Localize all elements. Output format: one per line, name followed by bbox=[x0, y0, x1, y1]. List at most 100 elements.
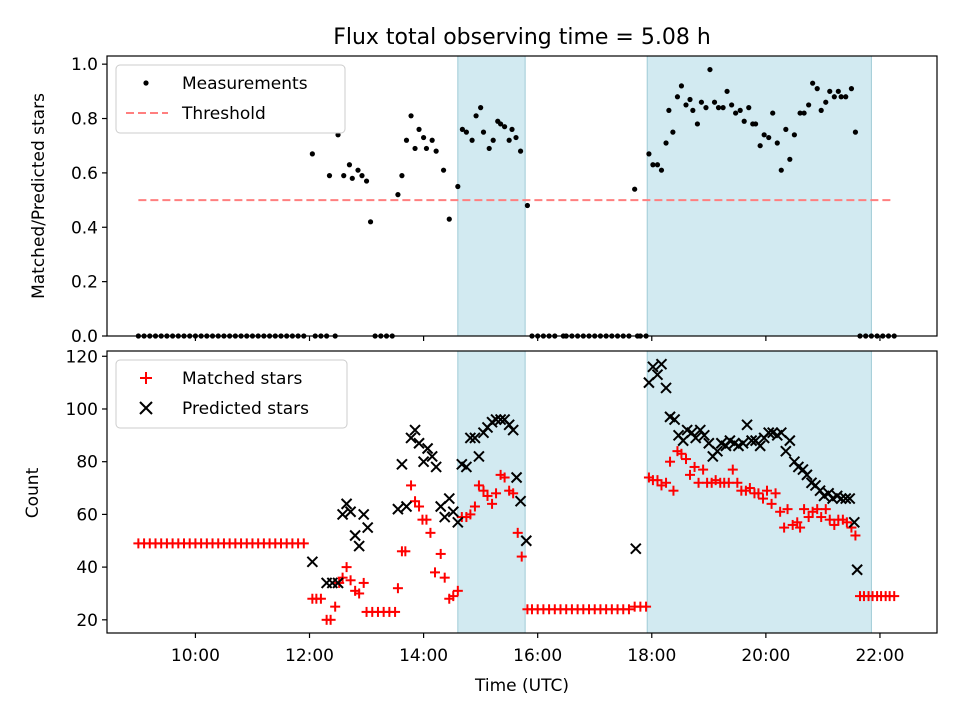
measurement-point bbox=[831, 94, 837, 100]
legend-threshold-label: Threshold bbox=[181, 104, 266, 124]
measurement-point bbox=[774, 140, 780, 146]
matched-point bbox=[298, 538, 309, 549]
predicted-point bbox=[668, 413, 681, 426]
matched-point bbox=[676, 448, 687, 459]
measurement-point bbox=[827, 88, 833, 94]
predicted-point bbox=[520, 535, 532, 547]
legend-matched-marker bbox=[140, 372, 152, 384]
measurement-point bbox=[650, 162, 656, 168]
measurement-point bbox=[761, 132, 767, 138]
matched-point bbox=[469, 501, 480, 512]
measurement-point bbox=[741, 118, 747, 124]
predicted-point bbox=[630, 542, 642, 555]
predicted-point bbox=[417, 455, 430, 468]
measurement-point bbox=[416, 126, 422, 132]
measurement-point bbox=[326, 173, 333, 179]
measurement-point bbox=[473, 113, 479, 119]
bottom-y-ticks: 20 40 60 80 100 120 bbox=[66, 347, 107, 631]
predicted-point bbox=[336, 508, 349, 521]
predicted-point bbox=[844, 492, 856, 505]
top-ytick-label: 0.6 bbox=[71, 164, 98, 184]
measurement-point bbox=[502, 124, 508, 130]
predicted-point bbox=[332, 577, 344, 589]
measurement-point bbox=[349, 175, 355, 181]
measurement-point bbox=[838, 94, 844, 100]
matched-point bbox=[508, 488, 519, 499]
x-axis-label: Time (UTC) bbox=[474, 676, 569, 696]
measurement-point bbox=[729, 102, 735, 108]
measurement-point bbox=[403, 137, 410, 143]
matched-point bbox=[325, 614, 336, 625]
measurement-point bbox=[694, 121, 701, 127]
measurement-point bbox=[486, 145, 492, 152]
predicted-point bbox=[651, 369, 664, 381]
predicted-point bbox=[835, 492, 847, 505]
top-y-ticks: 0.0 0.2 0.4 0.6 0.8 1.0 bbox=[71, 55, 107, 347]
top-ytick-label: 1.0 bbox=[71, 55, 98, 75]
predicted-point bbox=[460, 461, 473, 473]
predicted-point bbox=[392, 503, 404, 515]
matched-point bbox=[829, 519, 840, 530]
measurement-point bbox=[646, 151, 652, 157]
matched-point bbox=[727, 464, 738, 475]
bottom-ytick-label: 100 bbox=[66, 400, 98, 420]
top-panel: 0.0 0.2 0.4 0.6 0.8 1.0 Matched/Predicted sta… bbox=[29, 55, 938, 347]
measurement-point bbox=[335, 132, 341, 138]
legend-measurements-marker bbox=[143, 80, 149, 86]
matched-point bbox=[410, 496, 421, 507]
measurement-point bbox=[810, 80, 816, 86]
predicted-point bbox=[353, 540, 365, 552]
observing-window-0 bbox=[457, 350, 526, 634]
matched-point bbox=[841, 517, 852, 528]
measurement-point bbox=[715, 105, 722, 111]
predicted-point bbox=[405, 432, 417, 444]
measurement-point bbox=[707, 66, 713, 73]
matched-point bbox=[315, 593, 326, 604]
measurement-point bbox=[446, 216, 452, 222]
measurement-point bbox=[420, 134, 427, 141]
predicted-point bbox=[421, 442, 434, 455]
measurement-point bbox=[632, 186, 638, 192]
measurement-point bbox=[733, 110, 739, 116]
measurement-point bbox=[363, 178, 370, 184]
measurement-point bbox=[806, 102, 812, 108]
top-shading bbox=[457, 55, 872, 337]
measurement-point bbox=[440, 167, 447, 173]
bottom-x-ticks: 10:00 12:00 14:00 16:00 18:00 20:00 22:00 bbox=[171, 633, 904, 666]
measurement-point bbox=[517, 148, 524, 154]
measurement-point bbox=[654, 162, 661, 168]
observing-window-1 bbox=[646, 55, 872, 337]
predicted-point bbox=[306, 556, 319, 568]
measurement-point bbox=[666, 107, 672, 113]
bottom-ytick-label: 40 bbox=[76, 558, 98, 578]
matched-point bbox=[770, 488, 781, 499]
matched-point bbox=[439, 572, 450, 583]
legend-measurements-label: Measurements bbox=[182, 74, 308, 94]
measurement-point bbox=[480, 129, 487, 135]
measurement-point bbox=[791, 132, 797, 138]
top-ytick-label: 0.2 bbox=[71, 273, 98, 293]
bottom-axes-frame bbox=[106, 350, 938, 634]
bottom-ytick-label: 80 bbox=[76, 453, 98, 473]
measurement-point bbox=[429, 137, 435, 143]
matched-point bbox=[354, 588, 365, 599]
measurement-point bbox=[346, 162, 353, 168]
measurement-point bbox=[678, 83, 685, 89]
matched-point bbox=[482, 490, 493, 501]
predicted-point bbox=[801, 469, 813, 481]
measurement-point bbox=[823, 99, 829, 105]
matched-point bbox=[491, 488, 502, 499]
predicted-point bbox=[851, 564, 863, 576]
bottom-legend-frame bbox=[115, 359, 348, 429]
predicted-point bbox=[745, 434, 758, 447]
measurement-point bbox=[674, 94, 681, 100]
xtick-label: 18:00 bbox=[627, 646, 676, 666]
matched-point bbox=[478, 485, 489, 496]
matched-point bbox=[421, 514, 432, 525]
matched-point bbox=[448, 591, 459, 602]
predicted-point bbox=[647, 361, 659, 373]
matched-point bbox=[824, 514, 835, 525]
measurement-point bbox=[835, 88, 841, 94]
measurement-point bbox=[787, 156, 793, 162]
top-legend: Measurements Threshold bbox=[115, 64, 346, 134]
